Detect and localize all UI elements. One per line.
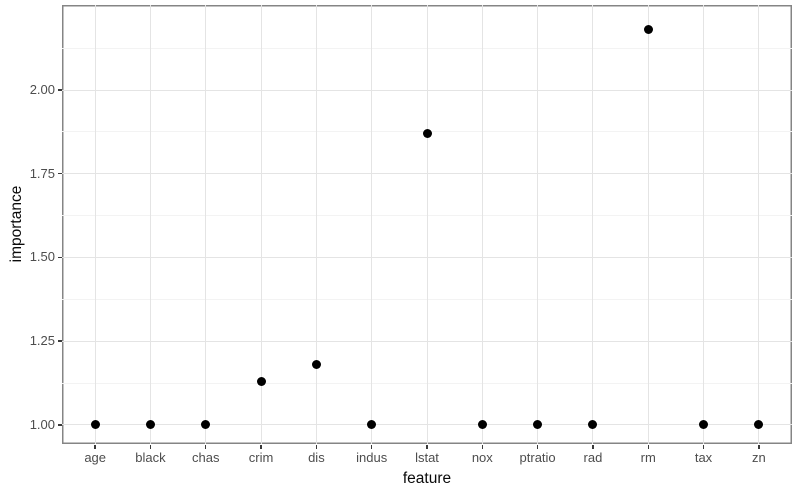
category-gridline <box>94 5 96 444</box>
category-gridline <box>149 5 151 444</box>
category-gridline <box>647 5 649 444</box>
data-point <box>533 420 543 430</box>
x-tick-label: lstat <box>415 450 439 465</box>
y-tick-label: 1.25 <box>29 333 55 349</box>
data-point <box>311 360 321 370</box>
x-tick-mark <box>481 444 483 449</box>
category-gridline <box>315 5 317 444</box>
x-tick-label: rm <box>640 450 656 465</box>
category-gridline <box>260 5 262 444</box>
category-gridline <box>205 5 207 444</box>
x-tick-mark <box>205 444 207 449</box>
x-tick-label: indus <box>356 450 388 465</box>
x-tick-mark <box>315 444 318 449</box>
data-point <box>145 420 155 430</box>
x-tick-label: chas <box>192 450 220 465</box>
y-tick-label: 1.75 <box>29 165 55 181</box>
y-tick-mark <box>58 340 62 342</box>
data-point <box>588 420 598 430</box>
x-tick-label: nox <box>471 450 493 465</box>
y-tick-mark <box>58 173 62 175</box>
x-tick-mark <box>94 444 96 449</box>
data-point <box>643 25 653 35</box>
x-tick-label: zn <box>751 450 766 465</box>
x-tick-label: crim <box>248 450 274 465</box>
y-tick-label: 1.00 <box>29 416 55 432</box>
data-point <box>477 420 487 430</box>
x-tick-label: dis <box>308 450 325 465</box>
data-point <box>422 129 432 139</box>
x-tick-mark <box>370 444 373 449</box>
category-gridline <box>592 5 594 444</box>
y-tick-label: 1.50 <box>29 249 55 265</box>
y-tick-mark <box>58 256 62 259</box>
category-gridline <box>537 5 539 444</box>
x-tick-mark <box>149 444 152 449</box>
category-gridline <box>703 5 704 444</box>
category-gridline <box>426 5 428 444</box>
x-tick-mark <box>536 444 539 449</box>
x-axis-title: feature <box>402 470 452 487</box>
x-tick-label: ptratio <box>519 450 556 465</box>
plot-panel <box>62 5 792 444</box>
category-gridline <box>481 5 483 444</box>
data-point <box>699 420 708 430</box>
x-tick-label: rad <box>583 450 603 465</box>
y-tick-label: 2.00 <box>29 82 55 98</box>
x-tick-mark <box>647 444 649 449</box>
data-point <box>754 420 764 430</box>
y-tick-mark <box>58 89 62 91</box>
x-tick-label: age <box>84 450 107 465</box>
data-point <box>256 376 266 386</box>
x-tick-mark <box>702 444 705 449</box>
x-tick-label: tax <box>694 450 713 465</box>
data-point <box>367 420 377 430</box>
data-point <box>201 420 211 430</box>
category-gridline <box>371 5 373 444</box>
x-tick-mark <box>592 444 594 449</box>
x-tick-mark <box>758 444 760 449</box>
x-tick-mark <box>426 444 428 449</box>
data-point <box>90 420 100 430</box>
x-tick-mark <box>260 444 262 449</box>
y-tick-mark <box>58 424 62 426</box>
category-gridline <box>758 5 760 444</box>
x-tick-label: black <box>135 450 166 465</box>
